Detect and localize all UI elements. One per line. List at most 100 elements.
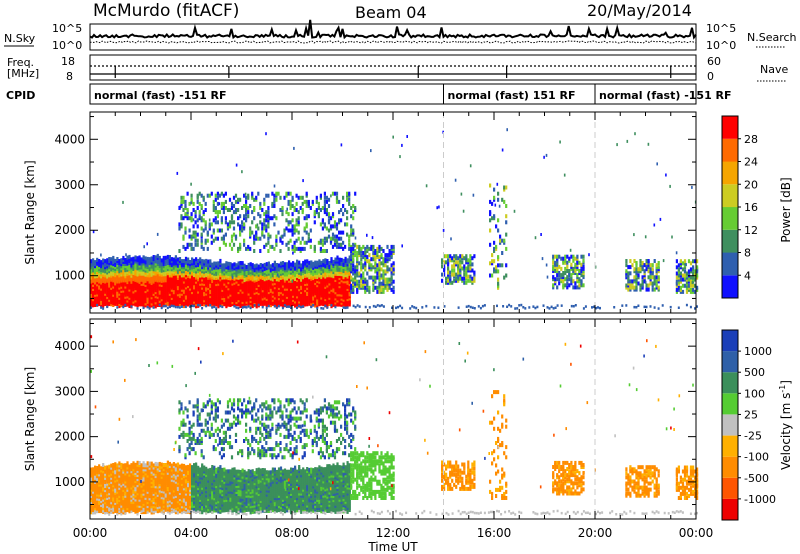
data-cell	[627, 281, 630, 286]
data-cell	[253, 266, 256, 271]
data-cell	[335, 199, 339, 204]
data-cell	[497, 269, 500, 274]
data-cell	[599, 306, 601, 310]
data-cell	[118, 500, 121, 505]
data-cell	[685, 271, 689, 276]
data-cell	[275, 301, 278, 306]
data-cell	[390, 251, 393, 255]
data-cell	[447, 270, 450, 275]
data-cell	[576, 273, 579, 278]
data-cell	[508, 303, 511, 307]
data-cell	[463, 256, 466, 261]
data-cell	[130, 290, 133, 295]
data-cell	[128, 263, 131, 268]
data-cell	[172, 298, 175, 303]
data-cell	[534, 236, 537, 240]
data-cell	[459, 254, 462, 259]
data-cell	[243, 278, 246, 283]
data-cell	[692, 265, 695, 270]
data-cell	[562, 256, 565, 261]
data-cell	[199, 263, 202, 268]
data-cell	[118, 300, 121, 304]
data-cell	[271, 299, 274, 304]
data-cell	[90, 259, 93, 264]
data-cell	[687, 271, 691, 276]
data-cell	[271, 244, 274, 249]
data-cell	[310, 270, 313, 275]
data-cell	[193, 279, 196, 284]
data-cell	[495, 265, 498, 270]
data-cell	[505, 220, 508, 225]
data-cell	[292, 300, 295, 304]
data-cell	[271, 295, 274, 300]
data-cell	[182, 261, 186, 266]
data-cell	[102, 463, 105, 467]
data-cell	[230, 214, 234, 219]
data-cell	[348, 300, 351, 305]
data-cell	[687, 283, 691, 288]
data-cell	[574, 304, 577, 307]
data-cell	[186, 208, 189, 212]
data-cell	[323, 208, 326, 212]
data-cell	[310, 305, 313, 309]
data-cell	[302, 281, 305, 286]
data-cell	[358, 244, 361, 249]
data-cell	[681, 261, 685, 266]
data-cell	[285, 297, 289, 301]
data-cell	[156, 258, 159, 262]
data-cell	[317, 240, 320, 245]
data-cell	[564, 271, 567, 275]
data-cell	[443, 266, 446, 271]
data-cell	[186, 216, 189, 221]
data-cell	[166, 263, 169, 268]
data-cell	[346, 284, 349, 289]
data-cell	[152, 255, 155, 259]
data-cell	[184, 199, 187, 204]
data-cell	[190, 201, 192, 205]
data-cell	[441, 278, 444, 283]
data-cell	[273, 214, 276, 219]
data-cell	[354, 191, 357, 196]
data-cell	[333, 242, 337, 247]
data-cell	[124, 272, 127, 277]
data-cell	[214, 210, 217, 215]
data-cell	[108, 283, 111, 288]
data-cell	[166, 254, 169, 259]
data-cell	[146, 287, 149, 292]
data-cell	[647, 259, 650, 263]
data-cell	[96, 506, 99, 511]
data-cell	[461, 278, 464, 283]
data-cell	[219, 263, 222, 267]
data-cell	[386, 267, 389, 272]
data-cell	[364, 267, 367, 272]
data-cell	[344, 269, 347, 274]
data-cell	[505, 185, 508, 190]
data-cell	[295, 218, 298, 223]
data-cell	[187, 280, 190, 284]
data-cell	[269, 276, 272, 281]
data-cell	[294, 277, 297, 281]
data-cell	[146, 275, 149, 280]
data-cell	[320, 281, 323, 286]
data-cell	[627, 265, 630, 270]
data-cell	[138, 286, 141, 291]
data-cell	[449, 258, 452, 263]
data-cell	[346, 306, 349, 309]
data-cell	[360, 261, 363, 266]
data-cell	[346, 210, 349, 215]
data-cell	[330, 298, 333, 303]
noise-sky-trace	[89, 19, 697, 40]
data-cell	[201, 289, 204, 294]
data-cell	[489, 199, 492, 204]
data-cell	[110, 494, 113, 499]
data-cell	[122, 298, 125, 303]
data-cell	[378, 304, 381, 308]
data-cell	[134, 302, 137, 307]
data-cell	[124, 260, 127, 264]
data-cell	[356, 267, 359, 272]
data-cell	[295, 228, 298, 233]
data-cell	[213, 269, 216, 274]
data-cell	[328, 271, 331, 276]
data-cell	[263, 275, 266, 280]
data-cell	[271, 281, 274, 286]
